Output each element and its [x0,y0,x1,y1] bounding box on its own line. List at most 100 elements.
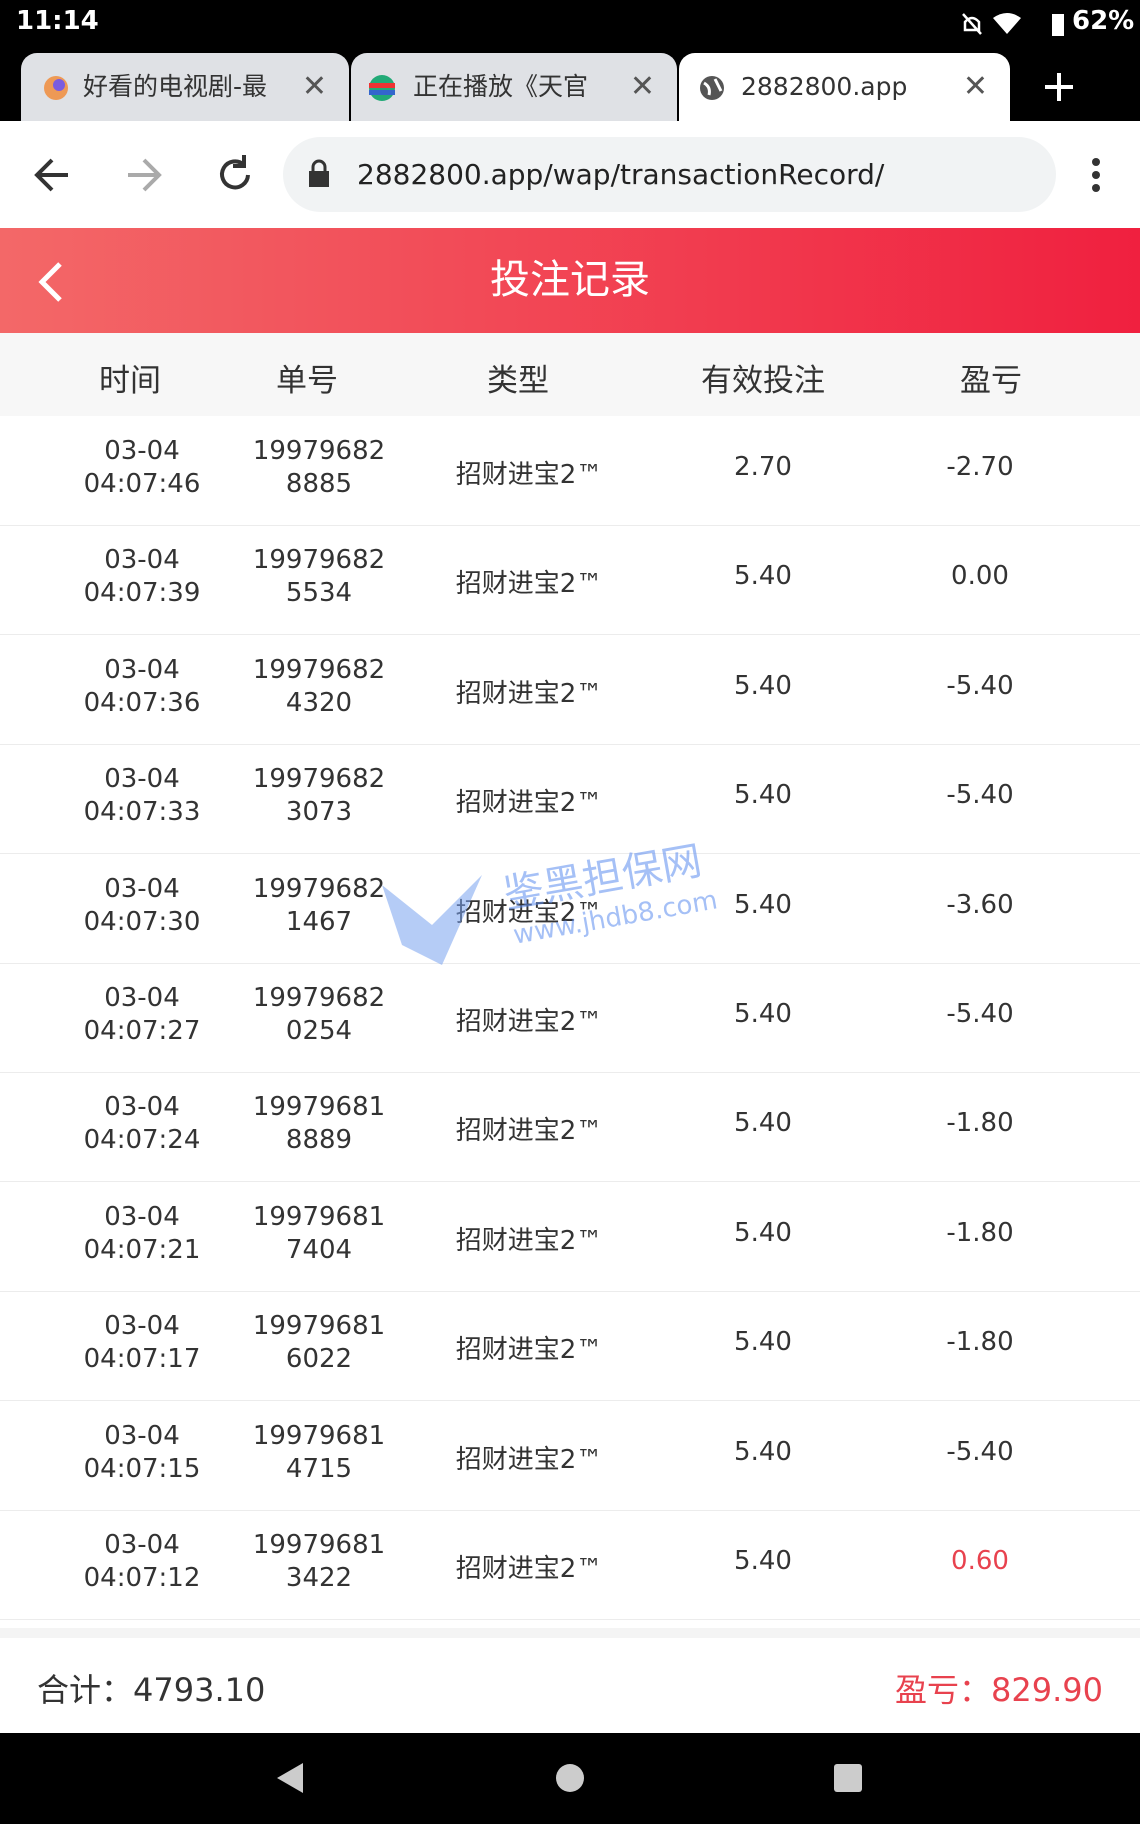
order-number: 8885 [285,469,353,499]
game-type: 招财进宝2™ [455,897,603,928]
order-number: 3073 [285,797,353,828]
page-title: 投注记录 [490,257,650,303]
nav-buttons [277,1763,862,1793]
order-number: 4320 [285,687,353,718]
browser-tab[interactable]: 好看的电视剧-最 ✕ [21,53,349,121]
bet-time: 04:07:36 [83,687,201,718]
bet-date: 03-04 [104,1092,180,1123]
bet-time: 04:07:17 [83,1344,201,1375]
game-type: 招财进宝2™ [455,1554,603,1584]
profit: -1.80 [946,1217,1014,1248]
address-bar[interactable]: 2882800.app/wap/transactionRecord/l [283,137,1056,212]
order-number: 0254 [285,1016,353,1046]
column-header: 时间 [99,363,161,399]
browser-tab-active[interactable]: 2882800.app ✕ [679,53,1010,121]
order-number: 19979681 [252,1530,386,1560]
order-number: 19979682 [252,436,386,466]
navigation-bar [0,1733,1140,1824]
bet-time: 04:07:39 [83,578,201,609]
valid-bet: 5.40 [734,1327,792,1358]
close-tab[interactable]: ✕ [629,69,655,104]
order-number: 19979681 [252,1092,386,1123]
game-type: 招财进宝2™ [455,1444,603,1475]
profit: -1.80 [946,1327,1014,1358]
valid-bet: 2.70 [734,452,792,482]
new-tab[interactable] [1042,70,1076,104]
close-tab[interactable]: ✕ [301,69,327,104]
bet-time: 04:07:15 [83,1453,201,1484]
order-number: 3422 [285,1563,353,1593]
column-header: 有效投注 [701,363,825,399]
url: 2882800.app/wap/transactionRecord/l [357,158,887,191]
order-number: 19979682 [252,873,386,904]
close-tab[interactable]: ✕ [962,69,988,104]
table-row: 03-04 04:07:30 19979682 1467 招财进宝2™ 5.40 -3.60 [0,854,1140,964]
bet-time: 04:07:21 [83,1234,201,1265]
game-type: 招财进宝2™ [455,678,603,709]
table-row: 03-04 04:07:36 19979682 4320 招财进宝2™ 5.40 -5.40 [0,635,1140,745]
tab-icon [44,76,68,100]
clock: 11:14 [16,6,99,36]
order-number: 19979681 [252,1201,386,1232]
bet-time: 04:07:30 [83,906,201,937]
profit: -5.40 [946,780,1014,811]
bet-time: 04:07:12 [83,1563,201,1593]
column-header: 盈亏 [960,363,1022,399]
total: 合计：4793.10 [37,1671,266,1709]
table-row: 03-04 04:07:33 19979682 3073 招财进宝2™ 5.40 -5.40 [0,744,1140,855]
nav-recents[interactable] [834,1764,862,1792]
profit: -3.60 [946,889,1014,920]
system-bar: 11:14 62% 好看的电视剧-最 ✕ 正在播放《天官 ✕ 2882800.app… [0,0,1140,121]
bet-date: 03-04 [104,545,180,576]
reload[interactable] [220,155,250,190]
bet-date: 03-04 [104,436,180,466]
valid-bet: 5.40 [734,1108,792,1139]
back[interactable] [34,158,68,192]
forward[interactable] [128,158,162,192]
bet-time: 04:07:24 [83,1125,201,1156]
order-number: 19979682 [252,983,386,1013]
summary-bar: 合计：4793.10 盈亏：829.90 [0,1628,1140,1743]
order-number: 19979681 [252,1311,386,1342]
valid-bet: 5.40 [734,999,792,1029]
lock-icon [309,159,329,187]
bet-date: 03-04 [104,1201,180,1232]
valid-bet: 5.40 [734,780,792,811]
table-row: 03-04 04:07:21 19979681 7404 招财进宝2™ 5.40 -1.80 [0,1182,1140,1292]
table-header: 时间 单号 类型 有效投注 盈亏 [0,333,1140,416]
order-number: 19979682 [252,764,386,795]
table-row: 03-04 04:07:46 19979682 8885 招财进宝2™ 2.70 -2.70 [0,416,1140,526]
game-type: 招财进宝2™ [455,1116,603,1147]
menu[interactable] [1092,158,1100,192]
order-number: 6022 [285,1344,353,1375]
profit: 0.00 [951,561,1009,592]
browser-tab[interactable]: 正在播放《天官 ✕ [351,53,677,121]
valid-bet: 5.40 [734,889,792,920]
bet-date: 03-04 [104,1420,180,1451]
profit: -5.40 [946,1436,1014,1467]
order-number: 5534 [285,578,353,609]
order-number: 7404 [285,1234,353,1265]
bet-date: 03-04 [104,1530,180,1560]
profit: -1.80 [946,1108,1014,1139]
order-number: 8889 [285,1125,353,1156]
bet-date: 03-04 [104,873,180,904]
nav-back[interactable] [277,1763,303,1793]
nav-home[interactable] [556,1764,584,1792]
tab-title: 2882800.app [741,72,908,101]
table-row: 03-04 04:07:27 19979682 0254 招财进宝2™ 5.40 -5.40 [0,963,1140,1073]
valid-bet: 5.40 [734,561,792,592]
game-type: 招财进宝2™ [455,460,603,490]
order-number: 19979681 [252,1420,386,1451]
table-row: 03-04 04:07:12 19979681 3422 招财进宝2™ 5.40 0.60 [0,1510,1140,1620]
game-type: 招财进宝2™ [455,1007,603,1037]
back-button[interactable] [32,258,72,306]
game-type: 招财进宝2™ [455,788,603,819]
column-header: 单号 [276,363,338,399]
tab-title: 正在播放《天官 [413,72,589,101]
table-row: 03-04 04:07:17 19979681 6022 招财进宝2™ 5.40 -1.80 [0,1291,1140,1402]
bet-date: 03-04 [104,764,180,795]
table-row: 03-04 04:07:15 19979681 4715 招财进宝2™ 5.40 -5.40 [0,1401,1140,1511]
